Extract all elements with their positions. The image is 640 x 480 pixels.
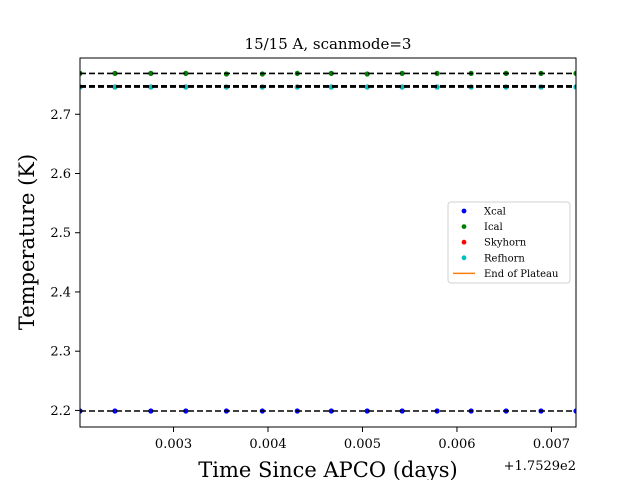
legend-label: End of Plateau (484, 269, 559, 280)
data-point-xcal (364, 408, 370, 414)
data-point-ical (328, 70, 334, 76)
y-tick-label: 2.5 (50, 226, 71, 241)
legend-marker (461, 255, 467, 261)
data-point-ical (148, 70, 154, 76)
data-point-xcal (328, 408, 334, 414)
plot-inner (80, 70, 576, 414)
legend-label: Xcal (484, 207, 506, 218)
x-tick-label: 0.005 (344, 437, 381, 452)
data-point-xcal (434, 408, 440, 414)
y-tick-label: 2.2 (50, 404, 71, 419)
data-point-xcal (148, 408, 154, 414)
data-point-xcal (573, 408, 576, 414)
data-point-xcal (183, 408, 189, 414)
plot-frame (79, 57, 577, 428)
chart-title: 15/15 A, scanmode=3 (245, 35, 412, 53)
data-point-xcal (399, 408, 405, 414)
y-tick-label: 2.3 (50, 345, 71, 360)
legend-box (447, 201, 571, 284)
x-axis-label: Time Since APCO (days) (198, 458, 457, 480)
y-tick-label: 2.4 (50, 285, 71, 300)
data-point-xcal (112, 408, 118, 414)
y-axis-label: Temperature (K) (15, 154, 39, 330)
x-tick-label: 0.006 (438, 437, 475, 452)
x-tick-label: 0.003 (155, 437, 192, 452)
data-point-ical (112, 70, 118, 76)
legend-label: Skyhorn (484, 238, 527, 249)
legend-marker (461, 224, 467, 230)
legend-marker (461, 208, 467, 214)
data-point-ical (573, 70, 576, 76)
legend: Xcal Ical Skyhorn Refhorn End of Plateau (447, 201, 571, 284)
plot-content (80, 70, 576, 414)
x-tick-label: 0.007 (533, 437, 570, 452)
legend-label: Ical (484, 222, 503, 233)
x-offset-label: +1.7529e2 (504, 459, 576, 474)
y-tick-label: 2.6 (50, 167, 71, 182)
y-tick-label: 2.7 (50, 108, 71, 123)
legend-marker (461, 239, 467, 245)
legend-label: Refhorn (484, 253, 525, 264)
data-point-ical (183, 70, 189, 76)
data-point-ical (399, 70, 405, 76)
axis-ticks: 0.003 0.004 0.005 0.006 0.007 2.2 2.3 2.4 2.5 2.6… (50, 108, 570, 452)
x-tick-label: 0.004 (249, 437, 286, 452)
data-point-ical (434, 70, 440, 76)
